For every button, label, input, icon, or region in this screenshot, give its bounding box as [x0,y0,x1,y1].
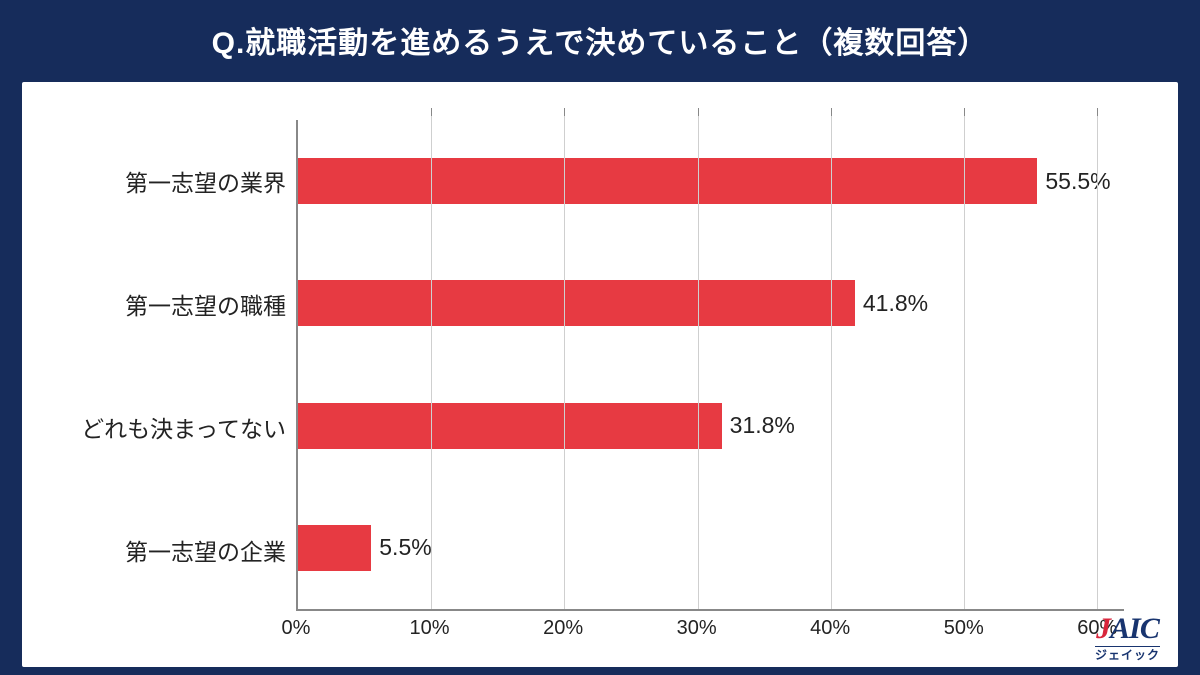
x-tick-label: 50% [944,617,984,640]
value-label: 41.8% [863,290,928,317]
category-label: どれも決まってない [76,410,296,444]
bar-chart: 第一志望の業界第一志望の職種どれも決まってない第一志望の企業 55.5% 41.8… [76,120,1124,647]
logo-letters-aic: AIC [1110,612,1159,645]
category-label: 第一志望の業界 [76,164,296,198]
x-tick-label: 40% [810,617,850,640]
value-label: 5.5% [379,534,431,561]
plot-area: 55.5% 41.8% 31.8% 5.5% [296,120,1124,611]
gridline [564,116,565,609]
bar [298,158,1037,204]
x-axis-labels: 0%10%20%30%40%50%60% [296,611,1124,647]
gridline [431,116,432,609]
bar [298,403,722,449]
bar-row: 31.8% [298,403,1124,449]
logo-text-main: JAIC [1095,614,1160,644]
bar-row: 41.8% [298,280,1124,326]
x-tick-label: 30% [677,617,717,640]
logo-letter-j: J [1096,612,1110,645]
gridline [964,116,965,609]
gridline [698,116,699,609]
x-tick-label: 20% [543,617,583,640]
bars: 55.5% 41.8% 31.8% 5.5% [298,120,1124,609]
x-axis: 0%10%20%30%40%50%60% [76,611,1124,647]
plot: 第一志望の業界第一志望の職種どれも決まってない第一志望の企業 55.5% 41.8… [76,120,1124,611]
bar-row: 5.5% [298,525,1124,571]
x-tick-label: 10% [410,617,450,640]
logo-text-sub: ジェイック [1095,646,1160,661]
chart-panel: 第一志望の業界第一志望の職種どれも決まってない第一志望の企業 55.5% 41.8… [22,82,1178,667]
bar [298,280,855,326]
category-labels: 第一志望の業界第一志望の職種どれも決まってない第一志望の企業 [76,120,296,611]
category-label: 第一志望の職種 [76,287,296,321]
x-tick-label: 0% [282,617,311,640]
gridline [1097,116,1098,609]
category-label: 第一志望の企業 [76,533,296,567]
value-label: 55.5% [1045,168,1110,195]
logo-jaic: JAIC ジェイック [1095,614,1160,661]
bar-row: 55.5% [298,158,1124,204]
gridline [831,116,832,609]
chart-title: Q.就職活動を進めるうえで決めていること（複数回答） [22,18,1178,62]
value-label: 31.8% [730,412,795,439]
slide: Q.就職活動を進めるうえで決めていること（複数回答） 第一志望の業界第一志望の職… [0,0,1200,675]
x-axis-spacer [76,611,296,647]
bar [298,525,371,571]
